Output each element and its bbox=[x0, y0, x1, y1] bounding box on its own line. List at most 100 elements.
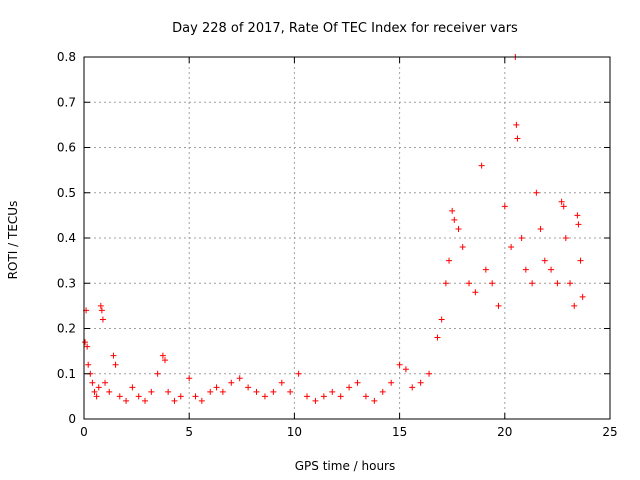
data-point bbox=[501, 203, 508, 210]
y-tick-label: 0.6 bbox=[57, 141, 76, 155]
data-point bbox=[533, 189, 540, 196]
data-point bbox=[129, 384, 136, 391]
data-point bbox=[295, 370, 302, 377]
data-point bbox=[207, 388, 214, 395]
y-tick-label: 0.1 bbox=[57, 367, 76, 381]
data-point bbox=[495, 302, 502, 309]
data-point bbox=[89, 379, 96, 386]
data-point bbox=[159, 352, 166, 359]
data-point bbox=[236, 375, 243, 382]
data-point bbox=[98, 307, 105, 314]
data-point bbox=[518, 235, 525, 241]
data-points bbox=[82, 54, 586, 404]
data-point bbox=[219, 388, 226, 395]
data-point bbox=[329, 388, 336, 395]
data-point bbox=[362, 393, 369, 400]
data-point bbox=[537, 225, 544, 232]
data-point bbox=[270, 388, 277, 395]
data-point bbox=[84, 343, 91, 350]
x-axis-label: GPS time / hours bbox=[295, 459, 396, 473]
data-point bbox=[99, 316, 106, 323]
x-tick-label: 20 bbox=[497, 425, 512, 439]
data-point bbox=[554, 280, 561, 287]
y-tick-label: 0.3 bbox=[57, 276, 76, 290]
data-point bbox=[514, 135, 521, 142]
data-point bbox=[346, 384, 353, 391]
y-axis-label: ROTI / TECUs bbox=[6, 201, 20, 280]
data-point bbox=[123, 397, 130, 404]
x-tick-label: 10 bbox=[287, 425, 302, 439]
data-point bbox=[287, 388, 294, 395]
data-point bbox=[449, 207, 456, 214]
data-point bbox=[560, 203, 567, 210]
y-tick-label: 0.5 bbox=[57, 186, 76, 200]
data-point bbox=[102, 379, 109, 386]
y-tick-label: 0.2 bbox=[57, 322, 76, 336]
data-point bbox=[466, 280, 473, 287]
data-point bbox=[177, 393, 184, 400]
data-point bbox=[320, 393, 327, 400]
data-point bbox=[396, 361, 403, 368]
data-point bbox=[165, 388, 172, 395]
data-point bbox=[135, 393, 142, 400]
data-point bbox=[106, 388, 113, 395]
grid-lines bbox=[84, 57, 610, 419]
data-point bbox=[575, 221, 582, 228]
data-point bbox=[558, 198, 565, 205]
data-point bbox=[455, 225, 462, 232]
data-point bbox=[402, 366, 409, 373]
data-point bbox=[337, 393, 344, 400]
data-point bbox=[154, 370, 161, 377]
data-point bbox=[478, 162, 485, 169]
data-point bbox=[198, 397, 205, 404]
data-point bbox=[312, 397, 319, 404]
data-point bbox=[426, 370, 433, 377]
axis-ticks: 0 5 10 15 20 25 0 0.1 0.2 0.3 0.4 0.5 0.6 0.7 0.8 bbox=[57, 50, 618, 439]
data-point bbox=[95, 384, 102, 391]
data-point bbox=[186, 375, 193, 382]
y-tick-label: 0.4 bbox=[57, 231, 76, 245]
x-tick-label: 5 bbox=[185, 425, 193, 439]
data-point bbox=[489, 280, 496, 287]
data-point bbox=[93, 393, 100, 400]
data-point bbox=[522, 266, 529, 273]
x-tick-label: 15 bbox=[392, 425, 407, 439]
data-point bbox=[97, 302, 104, 309]
data-point bbox=[371, 397, 378, 404]
data-point bbox=[577, 257, 584, 264]
data-point bbox=[213, 384, 220, 391]
data-point bbox=[112, 361, 119, 368]
data-point bbox=[459, 244, 466, 251]
data-point bbox=[278, 379, 285, 386]
data-point bbox=[442, 280, 449, 287]
data-point bbox=[142, 397, 149, 404]
data-point bbox=[508, 244, 515, 251]
data-point bbox=[529, 280, 536, 287]
data-point bbox=[110, 352, 117, 359]
data-point bbox=[354, 379, 361, 386]
data-point bbox=[574, 212, 581, 219]
data-point bbox=[451, 216, 458, 223]
data-point bbox=[446, 257, 453, 264]
data-point bbox=[91, 388, 98, 395]
y-tick-label: 0.7 bbox=[57, 95, 76, 109]
data-point bbox=[579, 293, 586, 300]
data-point bbox=[261, 393, 268, 400]
data-point bbox=[472, 289, 479, 296]
chart-title: Day 228 of 2017, Rate Of TEC Index for r… bbox=[172, 21, 518, 36]
y-tick-label: 0.8 bbox=[57, 50, 76, 64]
data-point bbox=[162, 357, 169, 364]
data-point bbox=[245, 384, 252, 391]
data-point bbox=[388, 379, 395, 386]
x-tick-label: 0 bbox=[80, 425, 88, 439]
data-point bbox=[513, 121, 520, 128]
data-point bbox=[85, 361, 92, 368]
data-point bbox=[253, 388, 260, 395]
data-point bbox=[82, 339, 89, 346]
data-point bbox=[571, 302, 578, 309]
data-point bbox=[567, 280, 574, 287]
data-point bbox=[562, 235, 569, 241]
data-point bbox=[482, 266, 489, 273]
